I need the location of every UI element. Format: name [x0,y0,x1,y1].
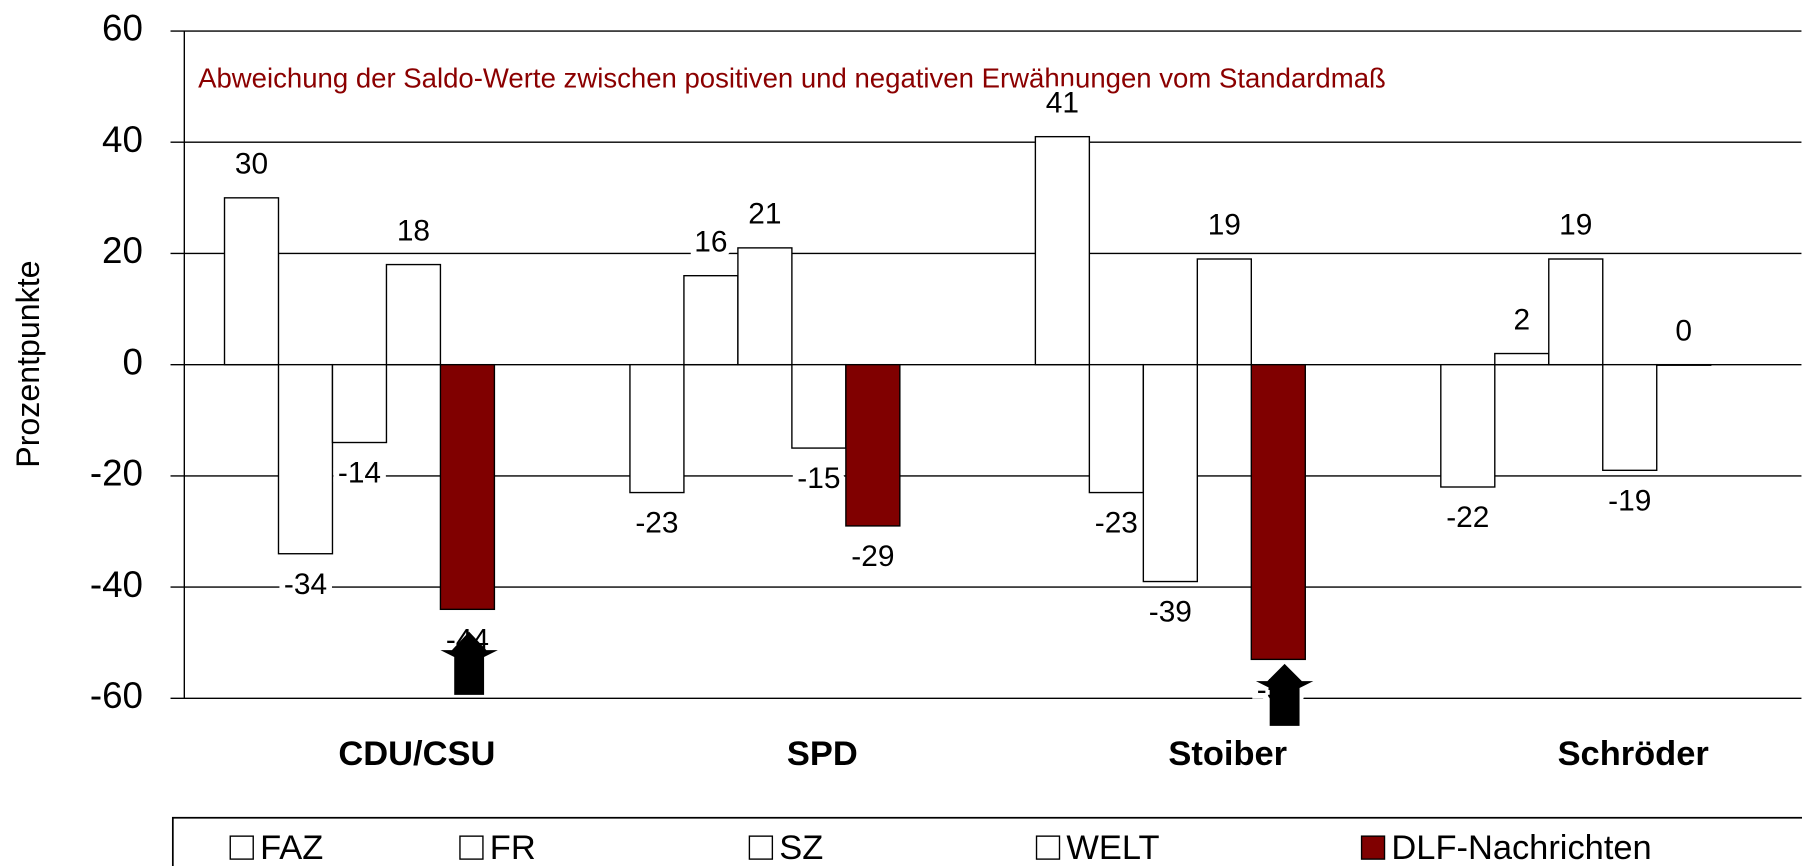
x-tick-label: SPD [787,735,858,773]
data-label: -23 [1095,507,1138,540]
data-label: 2 [1513,303,1530,336]
bar [629,363,685,494]
data-label: 41 [1046,86,1079,119]
legend-label: WELT [1066,829,1159,866]
data-label: -19 [1608,484,1651,517]
legend-box [171,816,1802,866]
x-tick-label: CDU/CSU [338,735,495,773]
bar [683,274,739,366]
y-tick-label: -40 [90,564,143,605]
bar [331,363,388,444]
legend-swatch [1360,835,1386,860]
arrow [440,631,498,695]
y-tick-label: 60 [102,8,143,49]
bar [1548,258,1604,366]
y-tick-label: -60 [90,675,143,716]
data-label: -39 [1149,596,1192,629]
chart-title: Abweichung der Saldo-Werte zwischen posi… [198,63,1386,94]
legend-label: FAZ [260,829,323,866]
bar [737,247,793,366]
bar [1034,135,1091,366]
bar [791,363,847,449]
bar [845,363,901,527]
data-label: 19 [1208,209,1241,242]
bar [223,197,280,366]
data-label: -14 [338,457,381,490]
bar [1088,363,1145,494]
data-label: 21 [748,198,781,231]
legend-label: FR [490,829,536,866]
data-label: -34 [284,568,327,601]
arrow [1255,663,1314,726]
data-label: -29 [851,540,894,573]
data-label: 18 [397,214,430,247]
y-axis-label: Prozentpunkte [10,260,46,467]
legend-swatch [748,835,774,860]
bar [1250,363,1306,661]
data-label: -23 [635,507,678,540]
bar [277,363,334,555]
x-tick-label: Stoiber [1168,735,1287,773]
bar [385,263,442,366]
x-tick-label: Schröder [1558,735,1709,773]
legend-label: DLF-Nachrichten [1391,829,1651,866]
data-label: -15 [797,462,840,495]
legend-label: SZ [779,829,823,866]
legend-swatch [229,835,254,860]
y-tick-label: -20 [90,453,143,494]
bar [439,363,496,611]
data-label: -22 [1446,501,1489,534]
y-tick-label: 40 [102,119,143,160]
bar [1602,363,1658,472]
bar [1142,363,1199,583]
bar [1656,363,1712,366]
bar [1440,363,1496,488]
legend-swatch [1035,835,1061,860]
data-label: 0 [1675,314,1692,347]
data-label: 16 [694,225,727,258]
bar [1196,258,1252,366]
y-tick-label: 0 [123,341,143,382]
bar [1494,352,1550,366]
y-tick-label: 20 [102,230,143,271]
data-label: 30 [235,148,268,181]
data-label: 19 [1559,209,1592,242]
legend-swatch [459,835,484,860]
